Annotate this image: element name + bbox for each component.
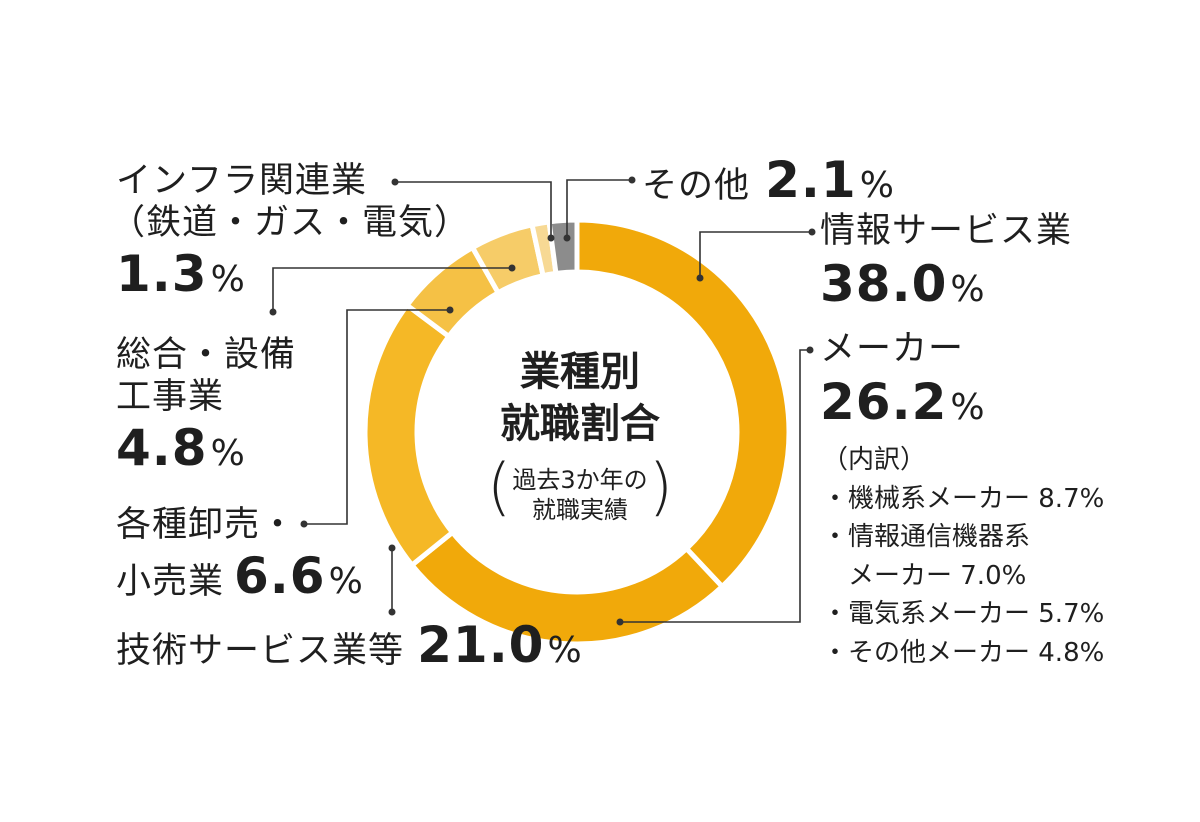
center-note-line-2: 就職実績 — [532, 496, 628, 524]
label-retail: 各種卸売・ 小売業 6.6% — [116, 504, 363, 606]
maker-breakdown: （内訳） ・機械系メーカー 8.7% ・情報通信機器系 メーカー 7.0% ・電… — [822, 444, 1104, 669]
label-other-value: 2.1 — [765, 151, 857, 209]
leader-line-other — [566, 179, 632, 238]
label-infra-value: 1.3 — [116, 245, 208, 303]
label-retail-value: 6.6 — [234, 547, 326, 605]
leader-line-construction — [272, 267, 512, 312]
label-construction-percent: % — [210, 433, 245, 474]
label-retail-line-2: 小売業 — [116, 562, 225, 602]
label-other: その他 2.1% — [642, 150, 894, 210]
label-other-name: その他 — [642, 166, 751, 206]
center-title-line-2: 就職割合 — [500, 401, 660, 447]
leader-dot-infra-end — [391, 178, 399, 186]
leader-dot-other — [563, 234, 571, 242]
label-info: 情報サービス業 38.0% — [820, 210, 1072, 314]
maker-breakdown-item: ・機械系メーカー 8.7% — [822, 483, 1105, 514]
leader-dot-info — [696, 274, 704, 282]
maker-breakdown-title: （内訳） — [822, 445, 927, 475]
leader-dot-other-end — [628, 176, 636, 184]
leader-dot-infra — [547, 234, 555, 242]
label-info-name: 情報サービス業 — [820, 211, 1073, 251]
label-other-percent: % — [859, 165, 894, 206]
leader-dot-retail — [446, 306, 454, 314]
label-construction-value: 4.8 — [116, 419, 208, 477]
label-tech-percent: % — [547, 630, 582, 671]
center-note-line-1: 過去3か年の — [512, 466, 648, 494]
center-note: ( 過去3か年の 就職実績 ) — [487, 456, 673, 526]
leader-line-maker — [620, 349, 810, 623]
label-tech-value: 21.0 — [417, 616, 545, 674]
leader-dot-construction-end — [269, 308, 277, 316]
leader-dot-info-end — [808, 228, 816, 236]
label-tech: 技術サービス業等 21.0% — [116, 615, 582, 675]
label-construction-line-1: 総合・設備 — [116, 335, 297, 375]
leader-dot-construction — [508, 264, 516, 272]
leader-dots — [269, 176, 816, 626]
label-maker: メーカー 26.2% — [820, 328, 985, 432]
leader-dot-maker — [616, 618, 624, 626]
label-maker-percent: % — [950, 387, 985, 428]
note-paren-right: ) — [648, 450, 673, 523]
label-construction-line-2: 工事業 — [116, 377, 225, 417]
label-tech-name: 技術サービス業等 — [116, 631, 405, 671]
center-note-text: 過去3か年の 就職実績 — [505, 465, 655, 525]
note-paren-left: ( — [487, 450, 512, 523]
maker-breakdown-item: メーカー 7.0% — [822, 560, 1027, 591]
maker-breakdown-item: ・情報通信機器系 — [822, 522, 1031, 552]
label-infra-line-1: インフラ関連業 — [116, 161, 367, 201]
donut-slice — [362, 301, 456, 569]
leader-dot-tech-end — [388, 608, 396, 616]
donut-slice — [546, 217, 580, 277]
center-title-line-1: 業種別 — [520, 349, 640, 395]
leader-line-retail — [304, 309, 450, 525]
label-retail-percent: % — [328, 561, 363, 602]
label-retail-line-1: 各種卸売・ — [116, 505, 297, 545]
leader-line-info — [699, 231, 812, 278]
label-maker-value: 26.2 — [820, 373, 948, 431]
leader-dot-tech — [388, 544, 396, 552]
donut-slice — [574, 217, 792, 591]
leader-dot-retail-end — [300, 520, 308, 528]
maker-breakdown-item: ・その他メーカー 4.8% — [822, 637, 1105, 668]
maker-breakdown-item: ・電気系メーカー 5.7% — [822, 599, 1105, 629]
label-infra: インフラ関連業 （鉄道・ガス・電気） 1.3% — [110, 160, 470, 304]
label-info-value: 38.0 — [820, 255, 948, 313]
leader-lines — [272, 179, 812, 623]
label-construction: 総合・設備 工事業 4.8% — [116, 334, 296, 478]
leader-line-infra — [395, 181, 552, 238]
label-infra-percent: % — [210, 259, 245, 300]
leader-dot-maker-end — [806, 346, 814, 354]
label-maker-name: メーカー — [820, 329, 965, 369]
label-infra-line-2: （鉄道・ガス・電気） — [110, 203, 471, 243]
label-info-percent: % — [950, 269, 985, 310]
